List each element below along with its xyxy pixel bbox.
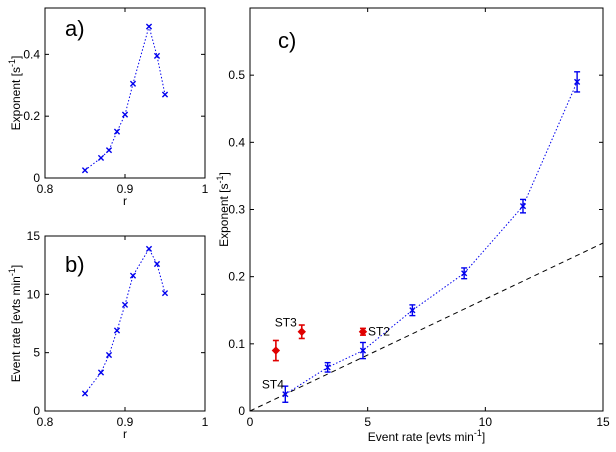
st-marker: [358, 327, 368, 336]
y-tick-label: 0.4: [228, 135, 245, 149]
data-point: [461, 270, 468, 277]
x-tick-label: 1: [202, 182, 209, 196]
y-tick-label: 0: [33, 404, 40, 418]
x-tick-label: 0.9: [117, 182, 134, 196]
marker-stroke: [113, 128, 121, 135]
marker-stroke: [105, 351, 113, 359]
data-point: [409, 307, 416, 314]
reference-dashed-line: [249, 242, 604, 412]
marker-stroke: [113, 327, 121, 334]
x-tick-label: 0.9: [117, 415, 134, 429]
marker-stroke: [409, 307, 416, 314]
data-point: [161, 91, 169, 98]
data-point: [121, 111, 129, 118]
data-point: [97, 369, 105, 376]
data-point: [324, 364, 331, 371]
marker-stroke: [153, 260, 161, 268]
marker-stroke: [519, 203, 527, 210]
data-point: [121, 301, 129, 308]
series-line: [84, 24, 166, 171]
x-axis-label: r: [123, 194, 127, 208]
data-point: [574, 78, 581, 85]
y-axis-label: Exponent [s-1]: [7, 56, 23, 131]
y-tick-label: 0.2: [228, 270, 245, 284]
marker-stroke: [97, 154, 105, 162]
marker-stroke: [324, 364, 331, 371]
y-tick-label: 0.2: [23, 109, 40, 123]
panel-label-b: b): [65, 252, 85, 277]
annotation-st3: ST3: [275, 316, 297, 330]
marker-stroke: [121, 111, 129, 118]
marker-stroke: [574, 78, 581, 85]
y-tick-label: 10: [27, 287, 41, 301]
data-point: [282, 391, 289, 398]
x-tick-label: 1: [202, 415, 209, 429]
x-tick-label: 15: [596, 415, 610, 429]
marker-stroke: [461, 270, 468, 277]
x-tick-label: 0.8: [37, 182, 54, 196]
marker-stroke: [105, 147, 113, 154]
y-tick-label: 0.5: [228, 68, 245, 82]
marker-stroke: [153, 52, 161, 60]
y-tick-label: 5: [33, 346, 40, 360]
series-line: [84, 247, 166, 394]
data-point: [113, 327, 121, 334]
annotation-st2: ST2: [368, 325, 390, 339]
data-point: [145, 245, 153, 252]
marker-stroke: [145, 23, 153, 30]
marker-stroke: [129, 272, 137, 279]
marker-stroke: [145, 245, 153, 252]
data-point: [81, 167, 89, 174]
y-tick-label: 15: [27, 229, 41, 243]
x-tick-label: 0.8: [37, 415, 54, 429]
marker-stroke: [81, 167, 89, 174]
data-point: [129, 272, 137, 279]
panel-c: 0 5 10 15 0 0.1 0.2 0.3 0.4 0.5 c) ST4 ST3 ST2 Event r…: [215, 7, 610, 444]
data-point: [145, 23, 153, 30]
data-point: [161, 290, 169, 297]
series-line: [285, 81, 578, 395]
data-point: [359, 347, 367, 354]
annotation-st4: ST4: [262, 378, 284, 392]
y-tick-label: 0.4: [23, 47, 40, 61]
data-point: [97, 154, 105, 162]
y-tick-label: 0: [33, 171, 40, 185]
panel-label-c: c): [278, 28, 296, 53]
marker-stroke: [359, 347, 367, 354]
marker-stroke: [161, 91, 169, 98]
y-tick-label: 0.1: [228, 337, 245, 351]
data-point: [153, 52, 161, 60]
marker-stroke: [282, 391, 289, 398]
data-point: [113, 128, 121, 135]
panel-a: 0.8 0.9 1 0 0.2 0.4 a) r Exponent [s-1]: [7, 7, 209, 208]
marker-stroke: [81, 390, 89, 397]
y-tick-label: 0: [238, 404, 245, 418]
panel-label-a: a): [65, 16, 85, 41]
x-axis-label: Event rate [evts min-1]: [368, 428, 485, 444]
data-point: [129, 80, 137, 87]
y-axis-label: Exponent [s-1]: [215, 172, 231, 247]
marker-stroke: [97, 369, 105, 376]
marker-stroke: [161, 290, 169, 297]
data-point: [105, 351, 113, 359]
data-point: [105, 147, 113, 154]
st-marker: [271, 346, 281, 355]
marker-stroke: [121, 301, 129, 308]
y-axis-label: Event rate [evts min-1]: [7, 265, 23, 382]
marker-stroke: [129, 80, 137, 87]
plot-frame: [249, 7, 604, 412]
data-point: [81, 390, 89, 397]
data-point: [519, 203, 527, 210]
x-tick-label: 5: [364, 415, 371, 429]
x-tick-label: 10: [479, 415, 493, 429]
x-tick-label: 0: [247, 415, 254, 429]
x-axis-label: r: [123, 427, 127, 441]
data-point: [153, 260, 161, 268]
y-tick-label: 0.3: [228, 203, 245, 217]
st-marker: [297, 327, 306, 336]
